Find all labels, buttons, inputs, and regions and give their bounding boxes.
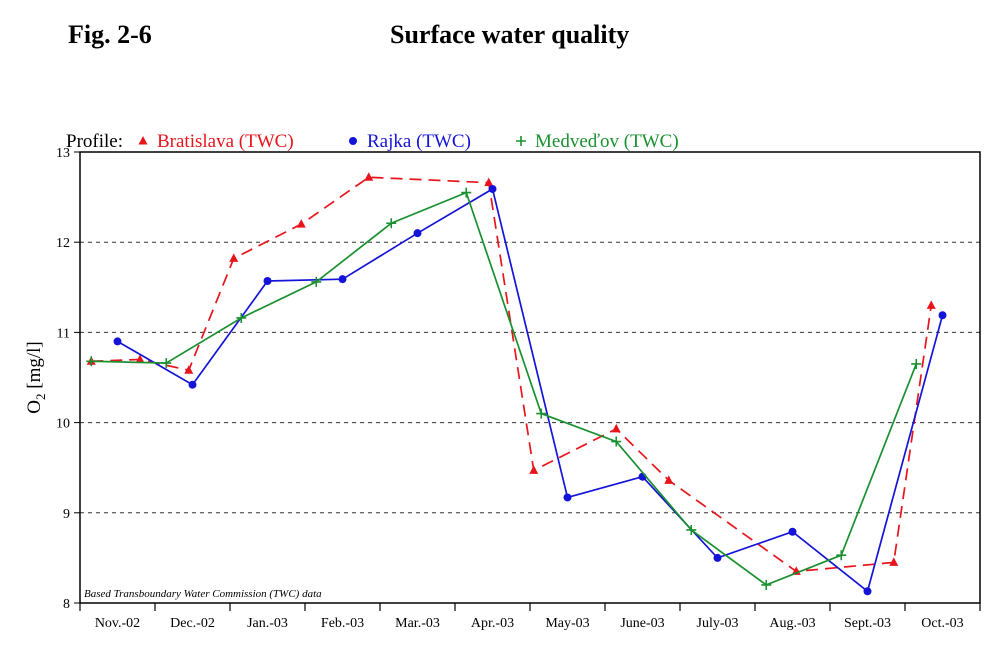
x-tick-label: Mar.-03 xyxy=(395,616,440,631)
data-point xyxy=(536,408,547,419)
figure-label: Fig. 2-6 xyxy=(68,20,152,49)
x-tick-label: Oct.-03 xyxy=(921,616,963,631)
series-line xyxy=(91,191,918,586)
data-point xyxy=(184,365,194,374)
data-point xyxy=(563,493,572,502)
data-point xyxy=(113,337,122,346)
data-point xyxy=(263,276,272,285)
data-point xyxy=(863,587,872,596)
legend-item: Bratislava (TWC) xyxy=(138,131,294,152)
legend-label: Rajka (TWC) xyxy=(367,131,471,152)
data-point xyxy=(713,553,722,562)
data-point xyxy=(229,253,239,262)
y-tick-label: 11 xyxy=(57,326,70,341)
data-point xyxy=(926,300,936,309)
series xyxy=(86,172,936,575)
series-line xyxy=(117,187,944,593)
data-point xyxy=(484,177,494,187)
data-point xyxy=(911,358,922,369)
data-point xyxy=(236,312,247,323)
x-tick-label: July-03 xyxy=(697,616,739,631)
legend-label: Medveďov (TWC) xyxy=(535,131,679,152)
x-tick-label: Apr.-03 xyxy=(471,616,514,631)
legend-item: Medveďov (TWC) xyxy=(516,131,679,152)
source-note: Based Transboundary Water Commission (TW… xyxy=(84,588,322,600)
y-axis-label: O2 [mg/l] xyxy=(24,341,48,413)
data-point xyxy=(413,229,422,238)
data-point xyxy=(938,311,947,320)
legend-item: Rajka (TWC) xyxy=(349,131,471,152)
legend-prefix: Profile: xyxy=(66,131,123,152)
data-point xyxy=(611,423,621,433)
data-point xyxy=(461,187,472,198)
data-point xyxy=(488,184,497,193)
data-point xyxy=(311,276,322,287)
data-point xyxy=(836,550,847,561)
legend: Profile: Bratislava (TWC) Rajka (TWC) Medve… xyxy=(66,131,679,152)
x-tick-label: Feb.-03 xyxy=(321,616,364,631)
data-point xyxy=(296,219,306,228)
data-point xyxy=(135,354,145,363)
data-point xyxy=(364,172,374,181)
data-point xyxy=(611,436,622,447)
y-tick-label: 13 xyxy=(56,146,70,161)
data-point xyxy=(349,137,357,145)
x-tick-label: Jan.-03 xyxy=(247,616,288,631)
data-point xyxy=(889,557,899,566)
data-point xyxy=(138,136,148,145)
data-point xyxy=(161,358,172,369)
data-point xyxy=(338,275,347,284)
x-tick-label: May-03 xyxy=(545,616,589,631)
data-point xyxy=(386,218,397,229)
y-tick-label: 9 xyxy=(63,507,70,522)
y-tick-label: 8 xyxy=(63,597,70,612)
x-tick-label: June-03 xyxy=(620,616,664,631)
y-tick-label: 10 xyxy=(56,417,70,432)
data-point xyxy=(761,579,772,590)
data-point xyxy=(188,380,197,389)
data-point xyxy=(529,465,539,474)
data-point xyxy=(788,527,797,536)
x-tick-label: Dec.-02 xyxy=(170,616,215,631)
data-point xyxy=(516,136,526,146)
series xyxy=(113,184,947,596)
x-tick-label: Sept.-03 xyxy=(844,616,891,631)
x-tick-label: Aug.-03 xyxy=(769,616,815,631)
data-point xyxy=(86,356,97,367)
data-point xyxy=(664,475,674,484)
series xyxy=(86,187,922,590)
figure-title: Surface water quality xyxy=(390,20,630,49)
plot-frame xyxy=(79,151,981,604)
y-tick-label: 12 xyxy=(56,236,70,251)
data-point xyxy=(686,524,697,535)
legend-label: Bratislava (TWC) xyxy=(157,131,294,152)
x-tick-label: Nov.-02 xyxy=(95,616,140,631)
